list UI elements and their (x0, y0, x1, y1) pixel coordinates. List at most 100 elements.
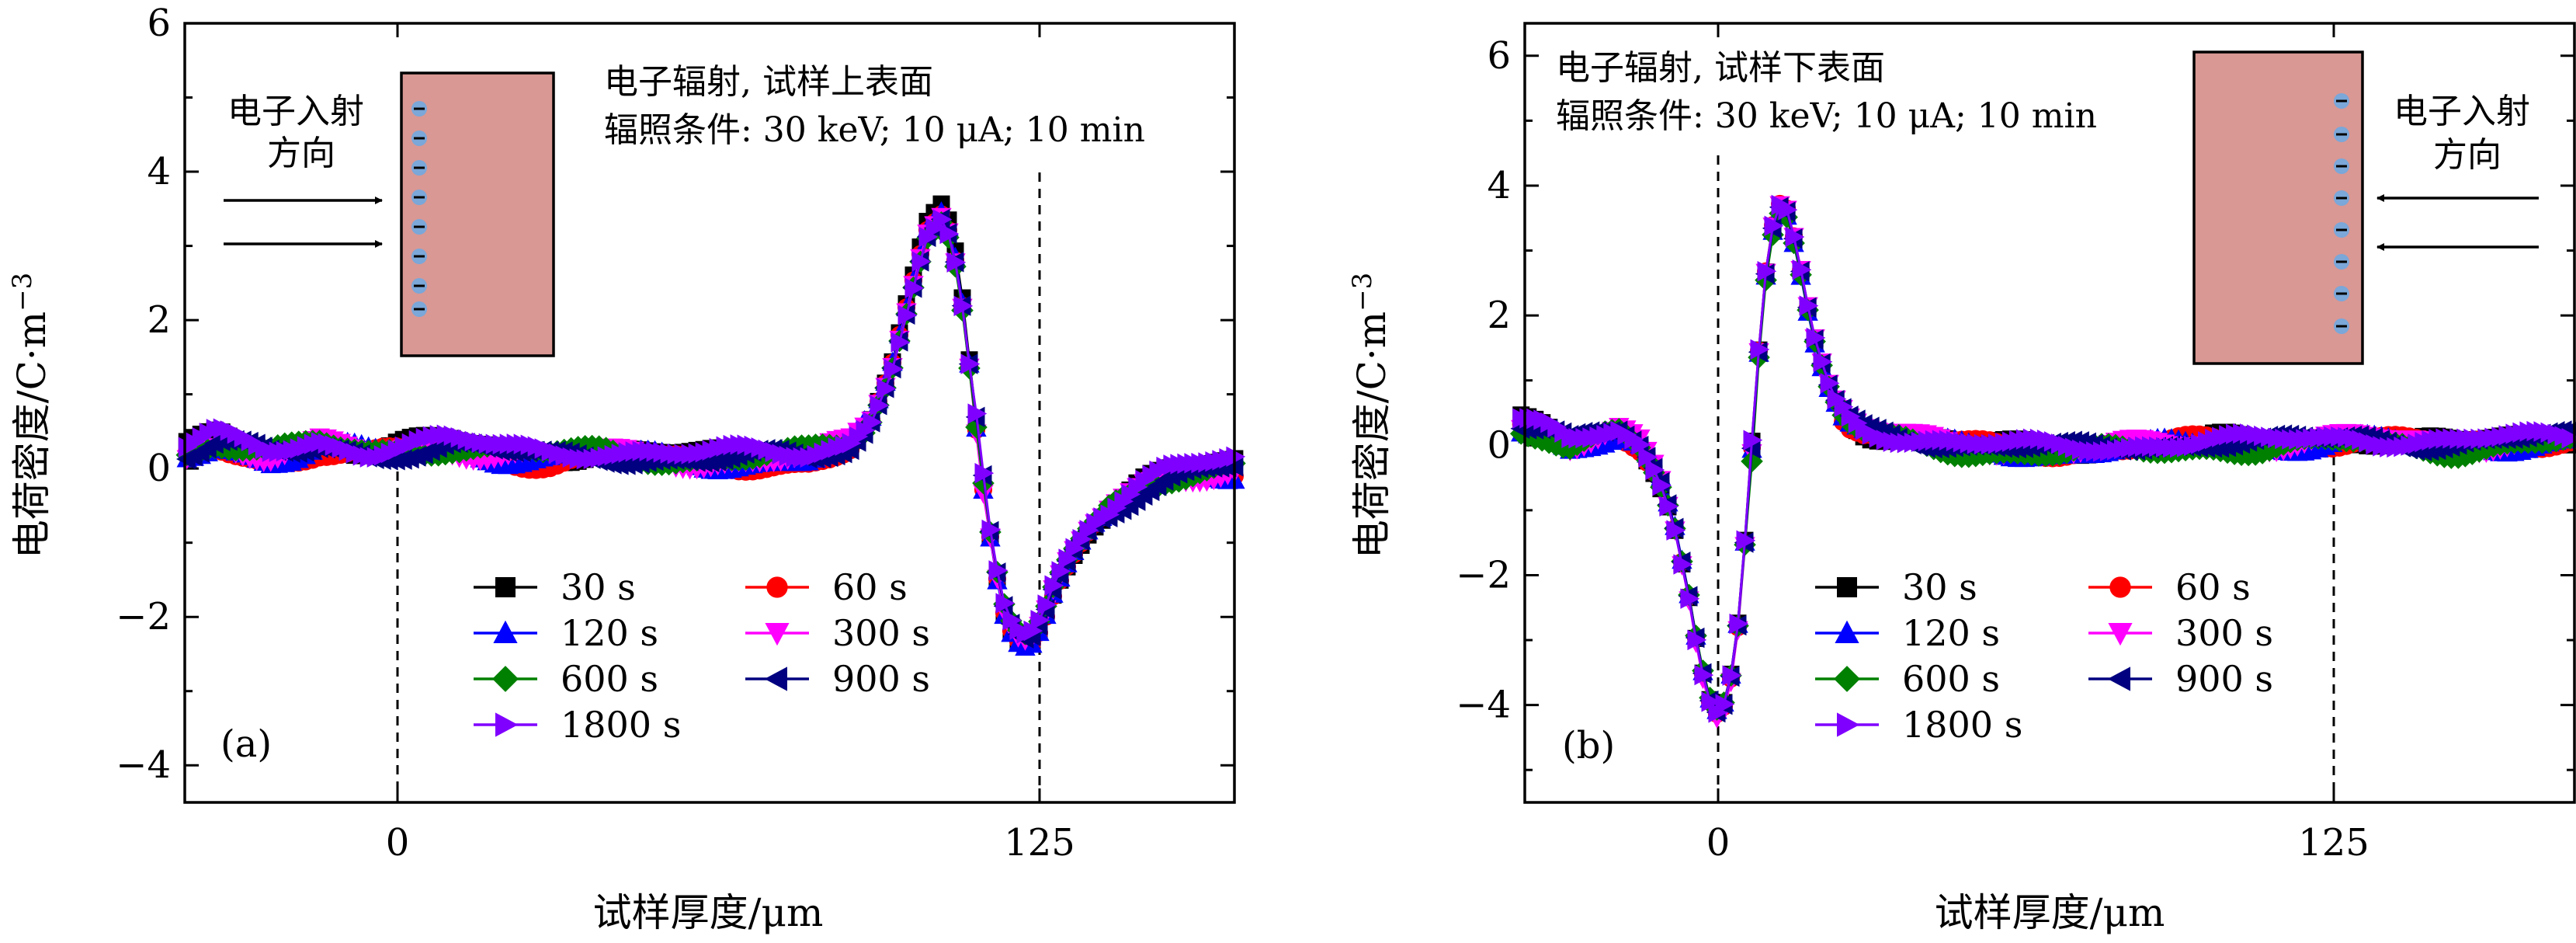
data-point (493, 620, 518, 643)
data-point (764, 666, 787, 691)
data-point (960, 353, 981, 374)
y-tick-label: 4 (147, 150, 171, 193)
data-point (1715, 694, 1735, 715)
legend-item: 30 s (474, 566, 636, 608)
legend-item: 1800 s (474, 704, 681, 746)
series-group (1509, 194, 2576, 729)
y-tick-label: 2 (147, 298, 171, 342)
legend-label: 300 s (2175, 612, 2273, 654)
surface-electrons (2334, 93, 2349, 334)
data-point (1799, 295, 1819, 316)
legend-label: 600 s (561, 658, 658, 700)
series-line (186, 217, 1235, 640)
data-point (953, 295, 974, 317)
series-600-s (175, 211, 1246, 645)
x-axis-label: 试样厚度/μm (1935, 890, 2165, 935)
data-point (2109, 576, 2131, 598)
legend-item: 900 s (2088, 658, 2273, 700)
data-point (1631, 434, 1651, 455)
data-point (1778, 199, 1798, 221)
data-point (1722, 665, 1742, 686)
legend-item: 300 s (745, 612, 930, 654)
data-point (492, 666, 519, 692)
x-tick-label: 0 (1706, 821, 1731, 865)
data-point (877, 378, 897, 399)
data-point (1072, 528, 1092, 550)
data-point (1743, 430, 1763, 451)
data-point (765, 623, 790, 646)
legend-label: 1800 s (1902, 704, 2022, 746)
y-tick-label: −2 (116, 595, 171, 639)
legend-label: 900 s (2175, 658, 2273, 700)
legend-label: 120 s (561, 612, 658, 654)
sample-inset: 电子入射 方向 (2192, 50, 2541, 365)
legend-item: 1800 s (1815, 704, 2022, 746)
ticks-group: −4 −2 0 2 4 6 0 125 (1456, 23, 2574, 865)
y-tick-label: −4 (116, 743, 171, 787)
data-point (946, 252, 967, 273)
data-point (1065, 538, 1085, 559)
legend-item: 60 s (2088, 566, 2251, 608)
data-point (1044, 575, 1064, 596)
y-tick-label: 0 (1487, 423, 1511, 467)
data-point (1835, 620, 1859, 643)
series-line (186, 201, 1235, 646)
data-point (2561, 428, 2576, 449)
data-point (495, 712, 519, 737)
legend-item: 30 s (1815, 566, 1977, 608)
panel-label: (a) (220, 722, 272, 766)
data-point (1837, 712, 1860, 737)
legend-item: 600 s (1815, 658, 2000, 700)
y-tick-label: 0 (147, 447, 171, 490)
data-point (1837, 577, 1857, 597)
legend: 30 s 60 s 120 s 300 s 600 s 900 s 1800 s (1815, 566, 2273, 746)
data-point (995, 593, 1015, 614)
data-point (981, 519, 1002, 541)
sample-inset: 电子入射 方向 (224, 71, 555, 357)
condition-annotation: 电子辐射, 试样下表面 辐照条件: 30 keV; 10 μA; 10 min (1556, 48, 2097, 136)
series-line (186, 217, 1235, 635)
data-point (1813, 351, 1833, 373)
series-30-s (178, 195, 1244, 654)
legend-item: 60 s (745, 566, 908, 608)
legend-label: 300 s (832, 612, 930, 654)
data-point (1792, 259, 1812, 280)
data-point (495, 577, 516, 597)
data-point (904, 277, 925, 299)
condition-annotation: 电子辐射, 试样上表面 辐照条件: 30 keV; 10 μA; 10 min (604, 62, 1145, 150)
data-point (1023, 620, 1043, 642)
data-point (1058, 548, 1078, 569)
data-point (766, 576, 788, 598)
incident-direction-label: 电子入射 方向 (2394, 92, 2541, 175)
data-point (1820, 373, 1840, 394)
series-1800-s (178, 209, 1246, 644)
legend-label: 600 s (1902, 658, 2000, 700)
series-600-s (1509, 202, 2576, 721)
series-900-s (175, 209, 1244, 649)
legend: 30 s 60 s 120 s 300 s 600 s 900 s 1800 s (474, 566, 930, 746)
plot-frame (183, 22, 1236, 804)
data-point (1680, 588, 1700, 609)
x-axis-label: 试样厚度/μm (593, 890, 824, 935)
data-point (1701, 691, 1721, 712)
legend-item: 120 s (474, 612, 658, 654)
data-point (1834, 396, 1854, 417)
data-point (1037, 594, 1057, 615)
ticks-group: −4 −2 0 2 4 6 0 125 (116, 2, 1234, 865)
panel-label: (b) (1562, 724, 1615, 767)
data-point (1785, 226, 1805, 248)
x-tick-label: 125 (2298, 821, 2369, 865)
data-point (1736, 530, 1756, 552)
data-point (974, 462, 995, 484)
y-tick-label: −4 (1456, 684, 1511, 727)
data-point (884, 358, 904, 380)
data-point (932, 209, 953, 230)
x-tick-label: 125 (1004, 821, 1075, 865)
data-point (988, 560, 1009, 581)
data-point (967, 403, 988, 424)
data-point (1030, 610, 1050, 631)
series-120-s (176, 201, 1245, 656)
data-point (1764, 215, 1784, 236)
